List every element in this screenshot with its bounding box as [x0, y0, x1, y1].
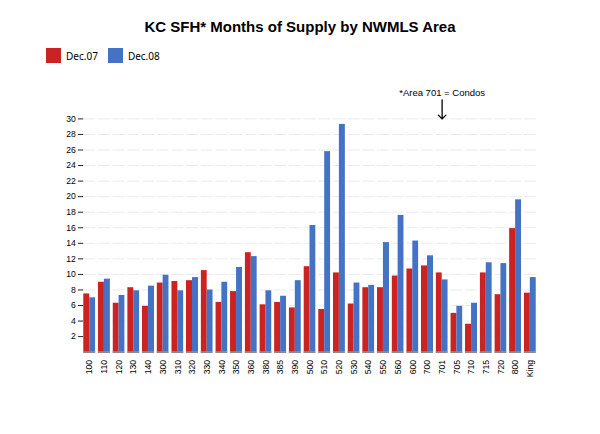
- svg-text:500: 500: [305, 360, 315, 375]
- svg-text:110: 110: [99, 360, 109, 374]
- svg-text:16: 16: [66, 223, 76, 233]
- svg-text:360: 360: [246, 360, 256, 375]
- svg-text:701: 701: [437, 360, 447, 375]
- svg-text:24: 24: [66, 160, 76, 170]
- svg-text:140: 140: [143, 360, 153, 375]
- svg-text:*Area 701 = Condos: *Area 701 = Condos: [399, 87, 485, 98]
- svg-text:4: 4: [71, 316, 76, 326]
- svg-text:28: 28: [66, 129, 76, 139]
- svg-text:350: 350: [231, 360, 241, 375]
- svg-text:530: 530: [349, 360, 359, 375]
- svg-text:560: 560: [393, 360, 403, 375]
- svg-text:380: 380: [261, 360, 271, 375]
- svg-text:710: 710: [466, 360, 476, 375]
- svg-text:705: 705: [452, 360, 462, 375]
- svg-text:100: 100: [84, 360, 94, 375]
- html-text:Dec.08: Dec.08: [127, 48, 160, 63]
- svg-text:340: 340: [217, 360, 227, 375]
- svg-text:130: 130: [128, 360, 138, 375]
- svg-text:120: 120: [114, 360, 124, 375]
- svg-text:30: 30: [66, 114, 76, 124]
- svg-text:20: 20: [66, 191, 76, 201]
- svg-text:310: 310: [173, 360, 183, 375]
- svg-text:2: 2: [71, 331, 76, 341]
- svg-text:King: King: [525, 360, 535, 377]
- svg-text:18: 18: [66, 207, 76, 217]
- svg-text:320: 320: [187, 360, 197, 375]
- svg-text:600: 600: [408, 360, 418, 375]
- svg-text:510: 510: [319, 360, 329, 375]
- html-text:Dec.07: Dec.07: [66, 48, 98, 63]
- svg-text:700: 700: [422, 360, 432, 375]
- svg-text:10: 10: [66, 269, 76, 279]
- svg-text:8: 8: [71, 285, 76, 295]
- svg-text:300: 300: [158, 360, 168, 375]
- svg-text:385: 385: [275, 360, 285, 375]
- svg-text:6: 6: [71, 300, 76, 310]
- svg-text:14: 14: [66, 238, 76, 248]
- svg-text:715: 715: [481, 360, 491, 375]
- svg-text:12: 12: [66, 254, 76, 264]
- svg-text:330: 330: [202, 360, 212, 375]
- svg-text:540: 540: [363, 360, 373, 375]
- svg-text:800: 800: [510, 360, 520, 375]
- svg-text:520: 520: [334, 360, 344, 375]
- svg-text:22: 22: [66, 176, 76, 186]
- svg-text:26: 26: [66, 145, 76, 155]
- svg-text:720: 720: [496, 360, 506, 375]
- svg-text:550: 550: [378, 360, 388, 375]
- svg-text:390: 390: [290, 360, 300, 375]
- html-text:KC SFH* Months of Supply by NW: KC SFH* Months of Supply by NWMLS Area: [144, 18, 456, 35]
